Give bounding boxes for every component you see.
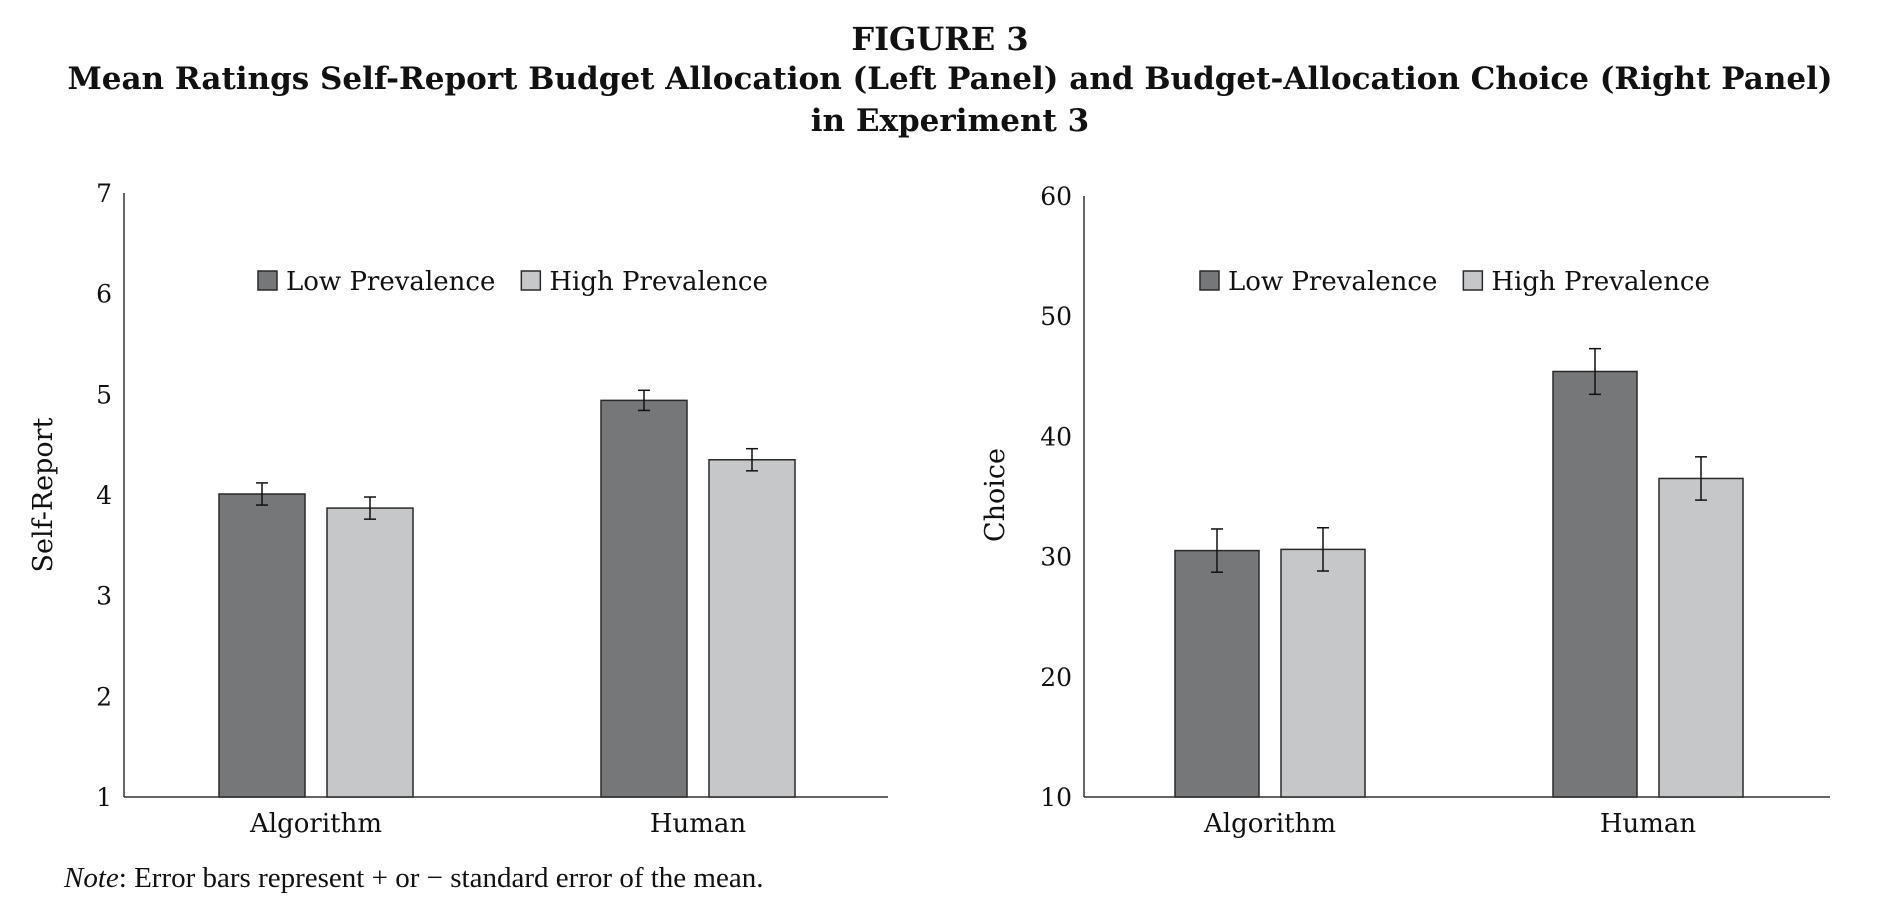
left-y-tick-label: 4 [96, 481, 112, 510]
right-bar-high-human [1658, 477, 1744, 798]
right-bar-low-algorithm [1174, 549, 1260, 798]
right-y-tick-label: 30 [1040, 543, 1072, 572]
left-y-axis-label: Self-Report [28, 417, 59, 572]
right-bar-high-algorithm [1280, 548, 1366, 798]
left-bar-high-human [708, 459, 796, 798]
left-x-tick-label-algorithm: Algorithm [249, 809, 382, 839]
left-bar-low-human [600, 399, 688, 798]
left-y-tick-label: 3 [96, 582, 112, 611]
right-y-tick-label: 10 [1040, 783, 1072, 812]
right-x-tick-label-algorithm: Algorithm [1203, 809, 1336, 839]
right-y-axis-label: Choice [980, 448, 1011, 542]
left-x-tick-label-human: Human [650, 809, 747, 839]
right-legend-swatch-low [1199, 270, 1220, 291]
left-bar-high-algorithm [326, 507, 414, 798]
right-y-tick-label: 20 [1040, 663, 1072, 692]
right-y-tick-label: 50 [1040, 302, 1072, 331]
left-legend-swatch-high [520, 270, 542, 291]
right-x-tick-label-human: Human [1600, 809, 1697, 839]
left-y-tick-label: 1 [96, 783, 112, 812]
left-y-tick-label: 6 [96, 280, 112, 309]
right-y-tick-label: 60 [1040, 182, 1072, 211]
left-y-tick-label: 7 [96, 179, 112, 208]
right-legend-swatch-high [1462, 270, 1484, 291]
note-text: : Error bars represent + or − standard e… [118, 862, 764, 894]
left-legend-label-low: Low Prevalence [286, 267, 495, 297]
note-label: Note [64, 862, 119, 894]
right-y-tick-label: 40 [1040, 422, 1072, 451]
right-legend-label-high: High Prevalence [1491, 267, 1710, 297]
figure-label: FIGURE 3 [851, 20, 1029, 58]
left-bar-low-algorithm [218, 493, 306, 798]
left-y-tick-label: 5 [96, 380, 112, 409]
figure-title: Mean Ratings Self-Report Budget Allocati… [67, 61, 1833, 139]
left-legend-swatch-low [257, 270, 278, 291]
right-bar-low-human [1552, 370, 1638, 798]
left-y-tick-label: 2 [96, 682, 112, 711]
figure-note: Note: Error bars represent + or − standa… [64, 862, 763, 895]
left-legend-label-high: High Prevalence [549, 267, 768, 297]
figure-header: FIGURE 3 Mean Ratings Self-Report Budget… [0, 20, 1880, 142]
right-legend-label-low: Low Prevalence [1228, 267, 1437, 297]
